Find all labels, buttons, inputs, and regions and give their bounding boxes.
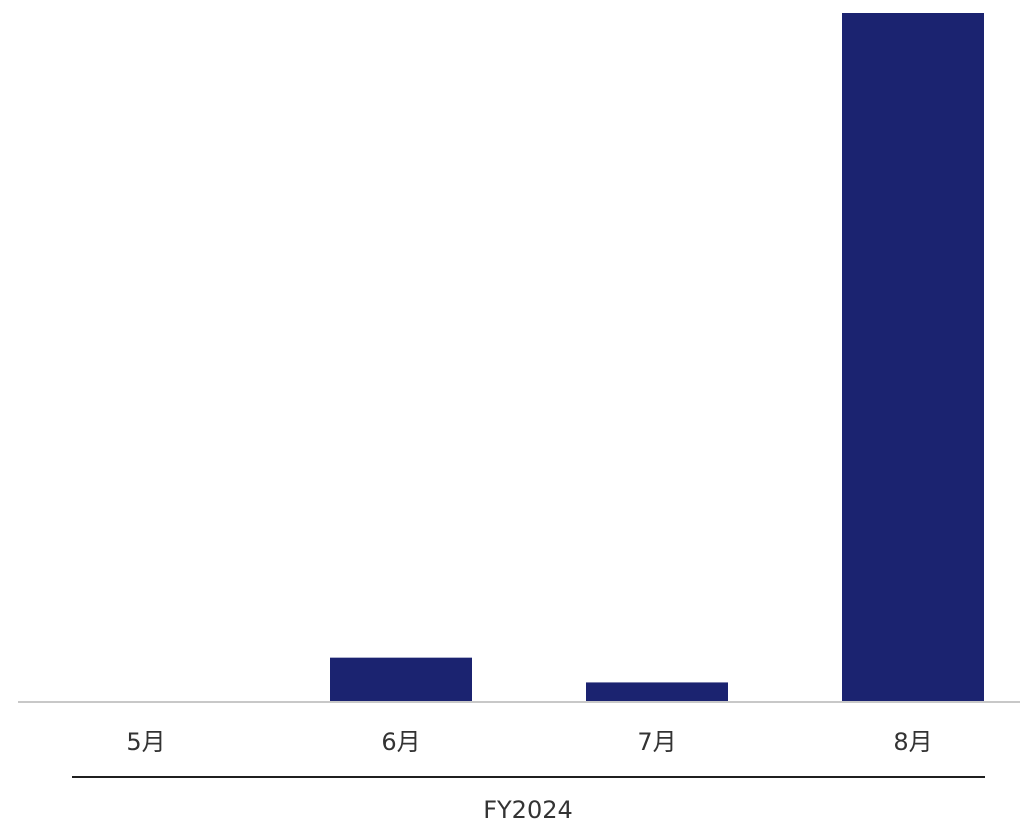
x-tick-label-2: 6月 xyxy=(381,728,420,756)
bar-3 xyxy=(586,682,728,701)
x-tick-label-3: 7月 xyxy=(637,728,676,756)
bar-2 xyxy=(330,657,472,701)
bar-4 xyxy=(842,13,984,701)
x-tick-label-4: 8月 xyxy=(893,728,932,756)
x-tick-labels: 5月 6月 7月 8月 xyxy=(126,728,932,756)
group-label: FY2024 xyxy=(483,796,573,824)
x-tick-label-1: 5月 xyxy=(126,728,165,756)
bars-group xyxy=(330,13,984,701)
